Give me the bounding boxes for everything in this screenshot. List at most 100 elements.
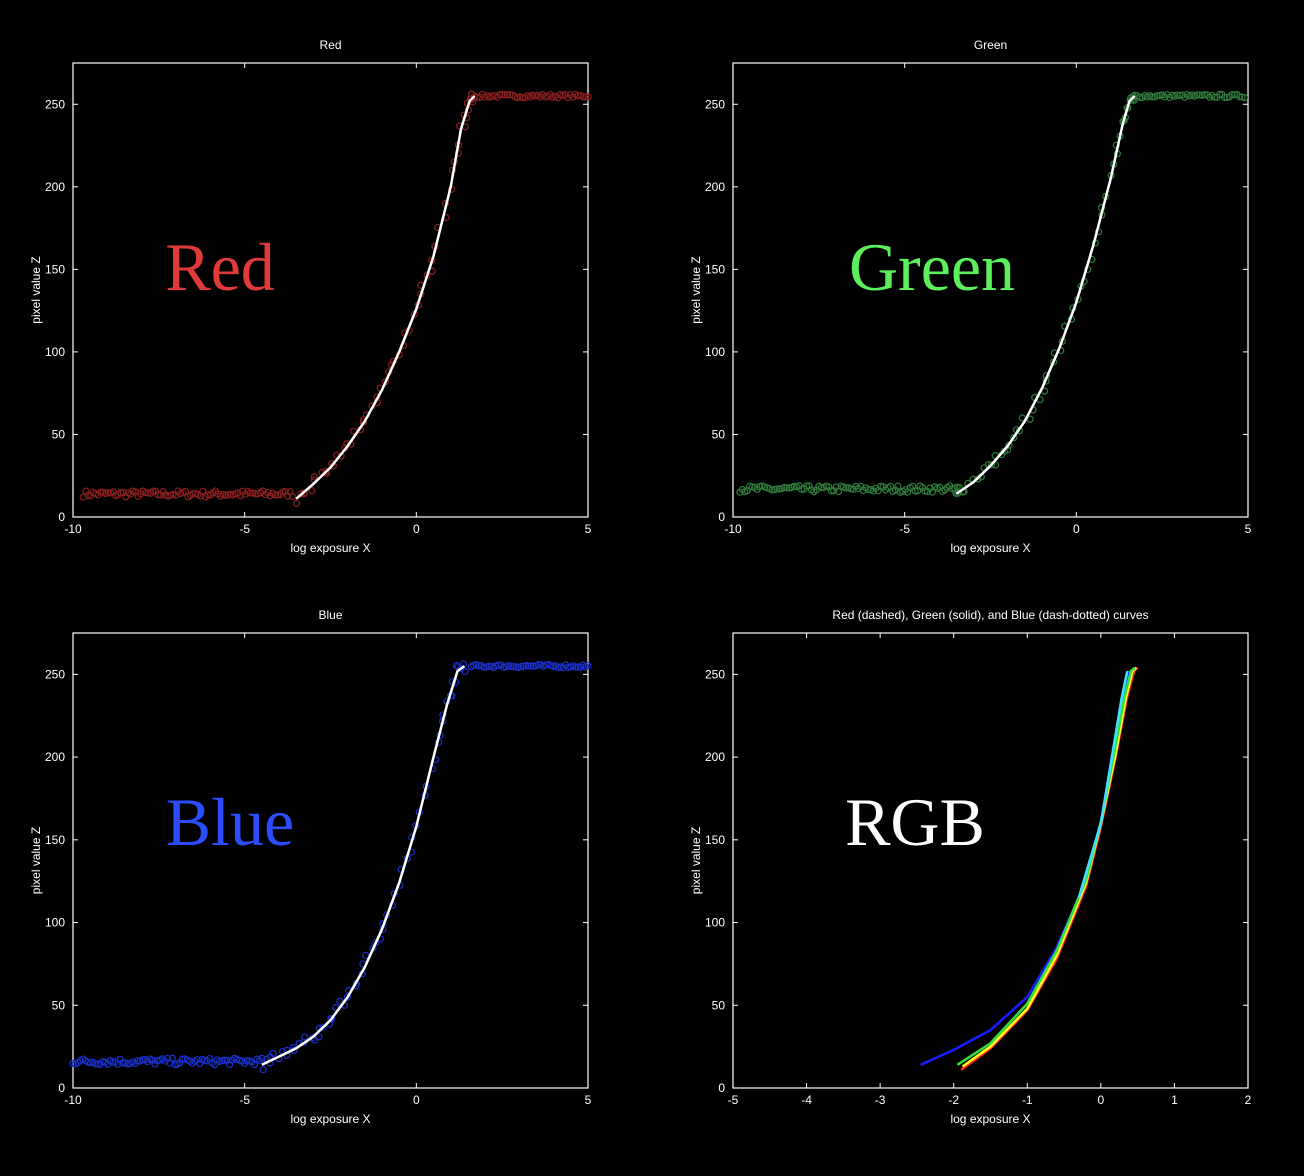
scatter-point: [97, 488, 105, 496]
scatter-point: [269, 1049, 277, 1058]
x-tick-label: -3: [875, 1093, 886, 1107]
x-tick-label: 0: [413, 1093, 420, 1107]
scatter-point: [534, 661, 542, 669]
scatter-point: [178, 1055, 186, 1063]
scatter-point: [142, 489, 150, 497]
y-tick-label: 50: [52, 427, 66, 441]
scatter-point: [584, 662, 592, 670]
y-tick-label: 50: [712, 427, 726, 441]
scatter-point: [802, 482, 811, 490]
scatter-point: [773, 485, 781, 493]
scatter-point: [117, 488, 125, 497]
y-axis-label: pixel value Z: [689, 256, 703, 323]
response-curve: [295, 95, 476, 500]
scatter-point: [301, 1033, 309, 1041]
x-tick-label: -5: [899, 522, 910, 536]
scatter-point: [783, 484, 791, 492]
scatter-point: [503, 91, 512, 99]
y-tick-label: 0: [718, 510, 725, 524]
x-axis-label: log exposure X: [950, 1112, 1030, 1126]
y-tick-label: 200: [705, 180, 725, 194]
x-axis-label: log exposure X: [950, 541, 1030, 555]
y-tick-label: 100: [705, 916, 725, 930]
scatter-point: [1196, 91, 1204, 99]
scatter-point: [507, 662, 515, 670]
x-tick-label: -10: [64, 522, 82, 536]
x-tick-label: 0: [1073, 522, 1080, 536]
scatter-point: [827, 487, 835, 495]
scatter-point: [797, 485, 806, 493]
y-axis-label: pixel value Z: [29, 256, 43, 323]
y-tick-label: 100: [45, 345, 65, 359]
overlay-label: RGB: [845, 784, 985, 860]
scatter-point: [581, 93, 590, 101]
plot-frame: [72, 62, 589, 518]
x-tick-label: -5: [239, 522, 250, 536]
plot-frame: [732, 62, 1249, 518]
scatter-point: [168, 1054, 176, 1062]
scatter-point: [310, 473, 318, 481]
overlay-label: Green: [849, 229, 1015, 305]
y-tick-label: 0: [58, 510, 65, 524]
x-tick-label: -5: [728, 1093, 739, 1107]
y-tick-label: 150: [705, 833, 725, 847]
y-tick-label: 150: [45, 833, 65, 847]
response-curve: [955, 95, 1136, 495]
scatter-point: [1193, 91, 1201, 99]
x-tick-label: -4: [801, 1093, 812, 1107]
y-tick-label: 200: [45, 750, 65, 764]
y-tick-label: 200: [705, 750, 725, 764]
scatter-point: [894, 482, 902, 490]
y-tick-label: 100: [45, 916, 65, 930]
scatter-point: [149, 487, 157, 495]
scatter-point: [948, 485, 956, 493]
y-tick-label: 200: [45, 180, 65, 194]
y-tick-label: 50: [52, 998, 66, 1012]
scatter-point: [480, 663, 488, 671]
x-tick-label: -10: [64, 1093, 82, 1107]
scatter-point: [527, 662, 535, 670]
chart-title: Blue: [318, 608, 342, 622]
scatter-point: [1235, 93, 1244, 101]
scatter-point: [485, 662, 493, 670]
x-tick-label: -5: [239, 1093, 250, 1107]
scatter-point: [579, 93, 587, 101]
y-axis-label: pixel value Z: [689, 827, 703, 894]
y-tick-label: 150: [705, 262, 725, 276]
x-tick-label: 5: [585, 522, 592, 536]
scatter-point: [1240, 93, 1249, 102]
overlay-label: Red: [165, 229, 275, 305]
plot-frame: [732, 632, 1249, 1089]
scatter-point: [224, 491, 232, 499]
scatter-point: [817, 483, 825, 492]
scatter-point: [119, 1059, 127, 1067]
x-tick-label: 5: [585, 1093, 592, 1107]
x-tick-label: 0: [1098, 1093, 1105, 1107]
scatter-point: [289, 493, 297, 501]
overlay-label: Blue: [166, 784, 294, 860]
scatter-point: [1228, 90, 1236, 99]
response-curve: [961, 666, 1138, 1068]
scatter-point: [259, 1066, 267, 1074]
y-tick-label: 250: [45, 667, 65, 681]
x-axis-label: log exposure X: [290, 1112, 370, 1126]
scatter-point: [790, 482, 798, 490]
y-tick-label: 50: [712, 998, 726, 1012]
scatter-point: [199, 487, 207, 495]
scatter-point: [780, 483, 788, 492]
scatter-point: [297, 490, 305, 498]
scatter-point: [328, 1015, 336, 1023]
scatter-point: [84, 1058, 92, 1066]
scatter-point: [987, 461, 996, 469]
scatter-point: [517, 662, 525, 671]
x-tick-label: -2: [948, 1093, 959, 1107]
scatter-point: [1220, 93, 1229, 102]
x-tick-label: 5: [1245, 522, 1252, 536]
response-curve: [261, 665, 466, 1066]
scatter-point: [251, 490, 259, 498]
scatter-point: [319, 1023, 327, 1031]
scatter-point: [271, 491, 279, 499]
scatter-point: [1010, 434, 1018, 442]
scatter-point: [496, 91, 504, 99]
